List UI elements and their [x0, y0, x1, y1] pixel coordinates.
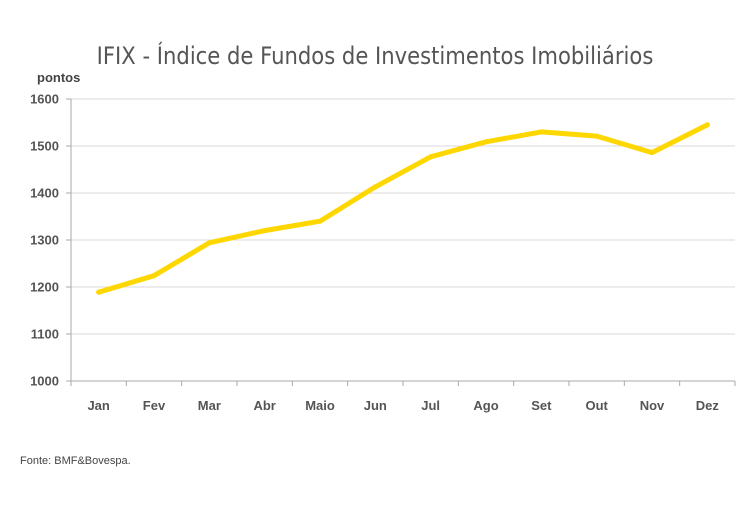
chart-title: IFIX - Índice de Fundos de Investimentos… [96, 42, 654, 70]
x-tick-labels: Jan Fev Mar Abr Maio Jun Jul Ago Set Out Nov Dez [87, 398, 719, 413]
x-tick-label-abr: Abr [253, 398, 275, 413]
data-point-mar [206, 240, 212, 246]
data-point-maio [317, 218, 323, 224]
x-tick-label-fev: Fev [143, 398, 166, 413]
series-line-group [96, 122, 710, 295]
data-point-jun [372, 184, 378, 190]
x-tick-label-maio: Maio [305, 398, 335, 413]
data-point-jan [96, 289, 102, 295]
y-axis-label: pontos [37, 70, 81, 85]
y-tick-label-1500: 1500 [30, 139, 59, 154]
x-tick-label-ago: Ago [473, 398, 498, 413]
series-line-0 [96, 122, 710, 295]
data-point-out [594, 133, 600, 139]
y-tick-labels: 1000 1100 1200 1300 1400 1500 1600 [30, 92, 59, 389]
y-tick-label-1000: 1000 [30, 374, 59, 389]
y-tick-label-1400: 1400 [30, 186, 59, 201]
x-tick-label-jan: Jan [87, 398, 109, 413]
y-tick-label-1200: 1200 [30, 280, 59, 295]
source-note: Fonte: BMF&Bovespa. [20, 455, 131, 467]
x-tick-label-jun: Jun [364, 398, 387, 413]
data-point-set [538, 129, 544, 135]
data-point-ago [483, 139, 489, 145]
y-tick-label-1100: 1100 [31, 327, 59, 342]
data-point-jul [428, 154, 434, 160]
axes [66, 98, 736, 386]
x-tick-label-mar: Mar [198, 398, 221, 413]
data-point-nov [649, 150, 655, 156]
y-tick-label-1300: 1300 [30, 233, 59, 248]
data-point-fev [151, 273, 157, 279]
y-tick-label-1600: 1600 [30, 92, 59, 107]
x-tick-label-dez: Dez [696, 398, 720, 413]
x-tick-label-jul: Jul [421, 398, 440, 413]
grid-lines [71, 98, 735, 335]
x-tick-label-nov: Nov [640, 398, 665, 413]
x-tick-label-set: Set [531, 398, 552, 413]
data-point-dez [704, 122, 710, 128]
data-point-abr [262, 228, 268, 234]
x-tick-label-out: Out [585, 398, 608, 413]
